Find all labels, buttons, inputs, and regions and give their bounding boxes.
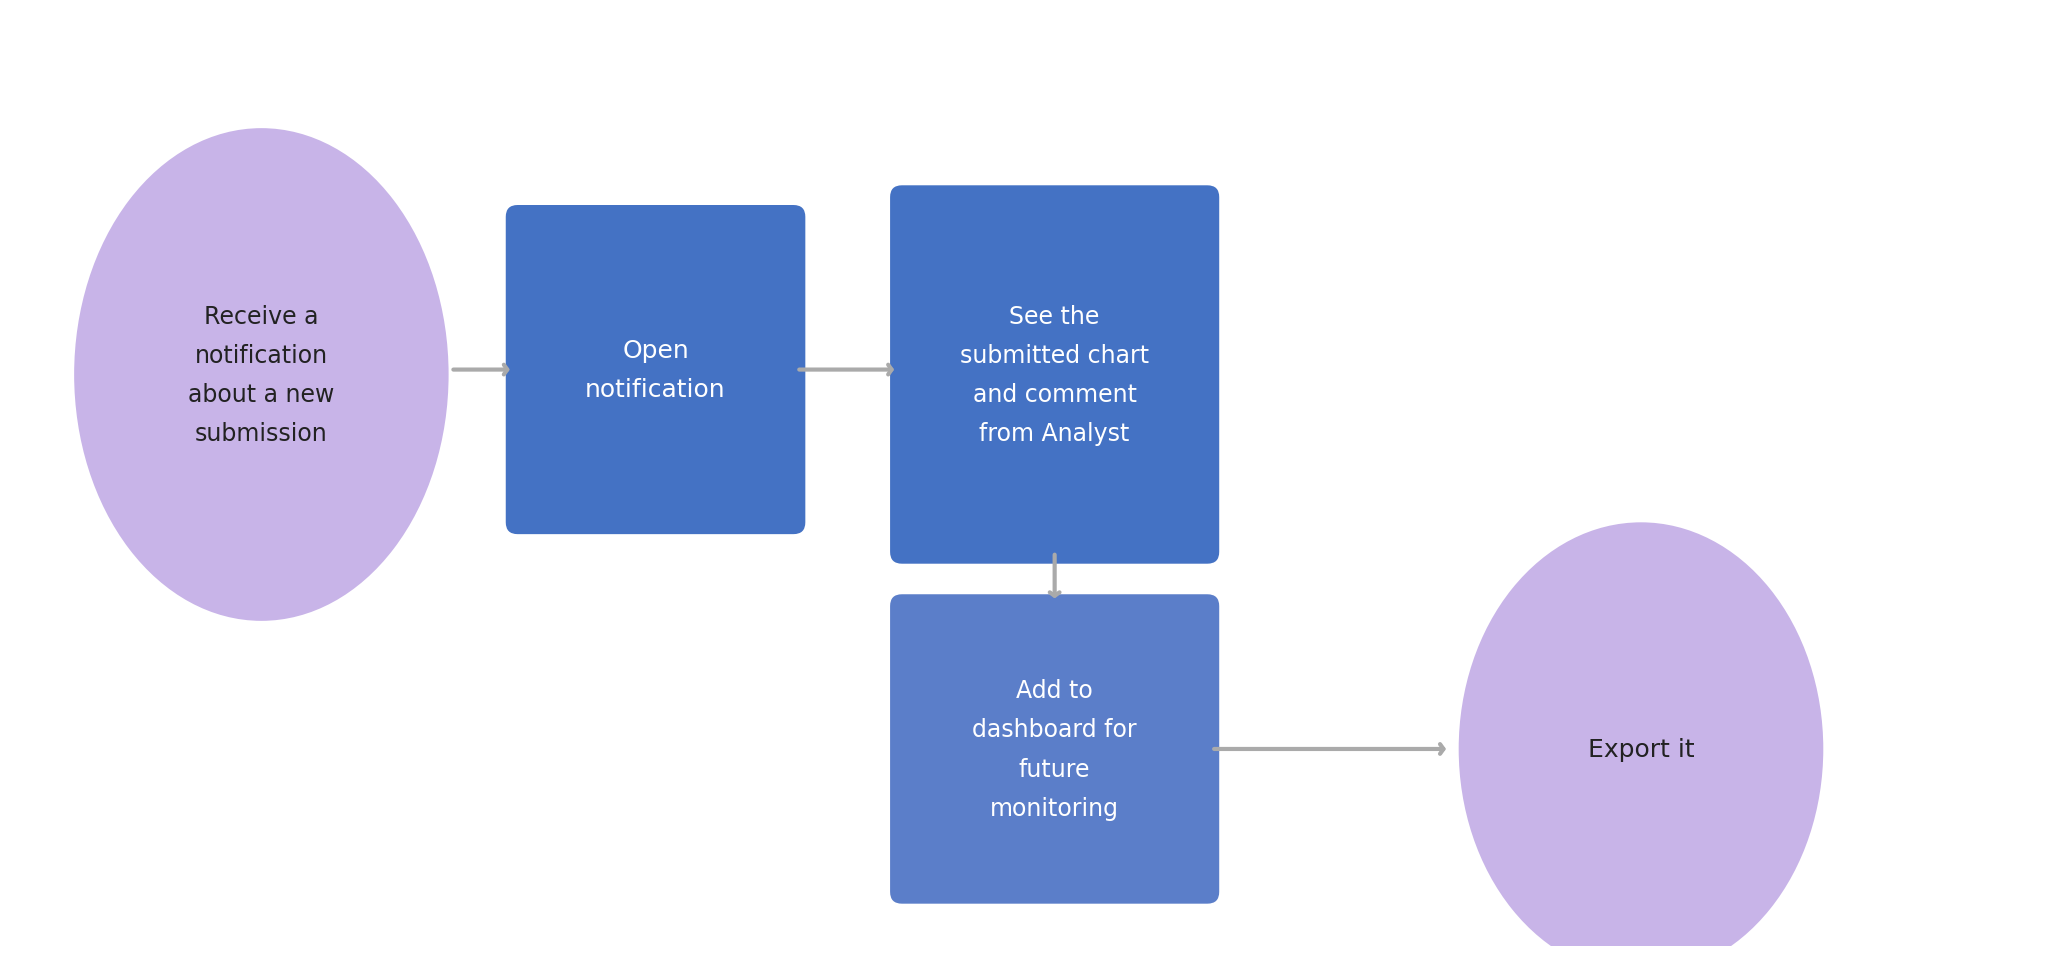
FancyBboxPatch shape bbox=[505, 206, 806, 535]
FancyBboxPatch shape bbox=[891, 186, 1219, 564]
Ellipse shape bbox=[1458, 523, 1823, 953]
Text: Export it: Export it bbox=[1588, 738, 1695, 761]
FancyBboxPatch shape bbox=[891, 595, 1219, 903]
Ellipse shape bbox=[74, 129, 450, 621]
Text: See the
submitted chart
and comment
from Analyst: See the submitted chart and comment from… bbox=[961, 304, 1149, 446]
Text: Add to
dashboard for
future
monitoring: Add to dashboard for future monitoring bbox=[973, 679, 1136, 820]
Text: Open
notification: Open notification bbox=[586, 338, 726, 402]
Text: Receive a
notification
about a new
submission: Receive a notification about a new submi… bbox=[188, 304, 334, 446]
